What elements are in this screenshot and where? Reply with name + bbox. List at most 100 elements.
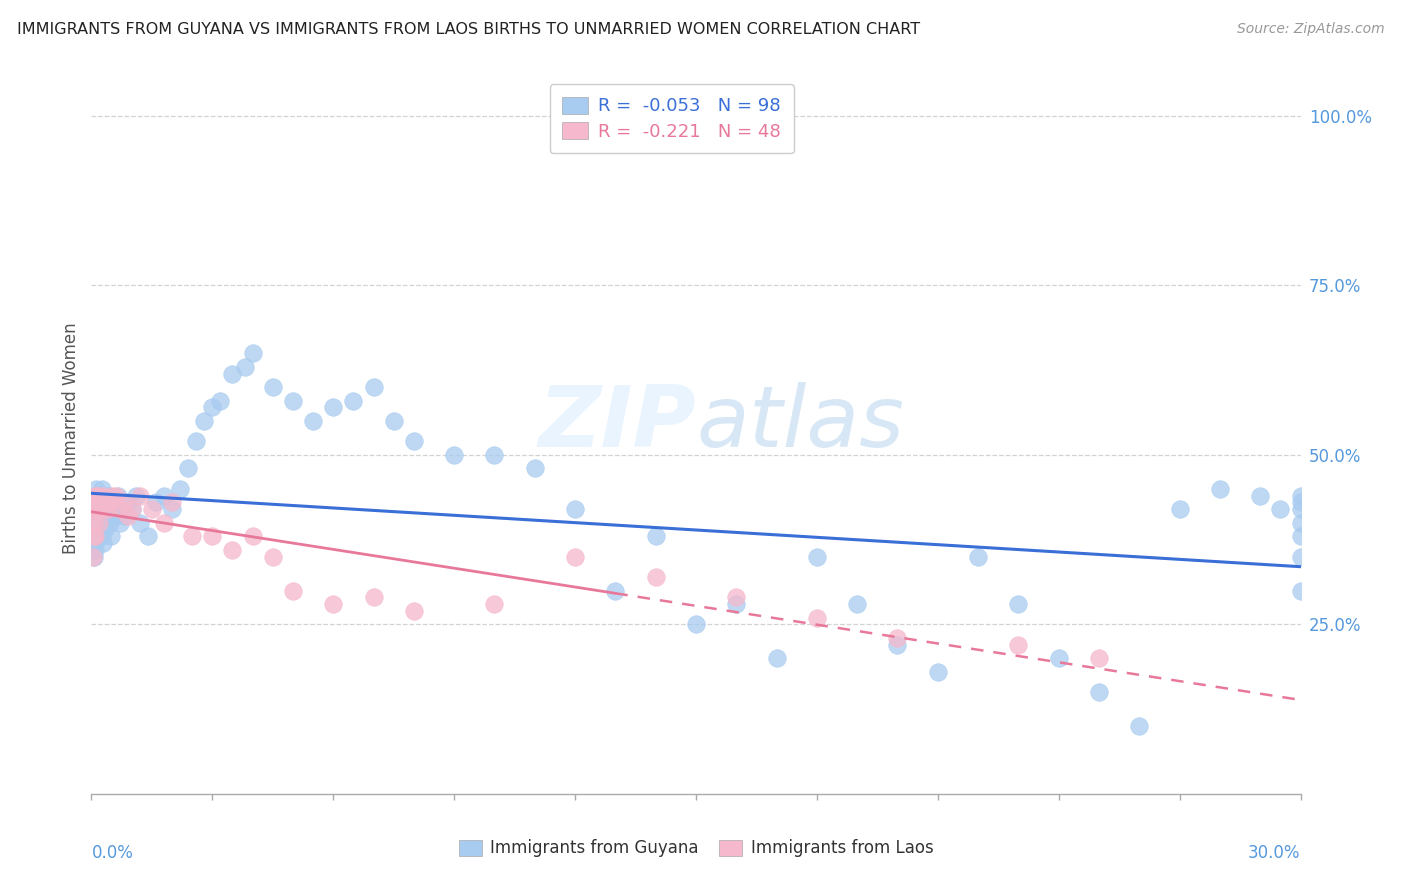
Point — [402, 434, 425, 449]
Point — [89, 523, 111, 537]
Point — [86, 495, 108, 509]
Point — [402, 604, 425, 618]
Point — [1128, 719, 1150, 733]
Point — [94, 523, 117, 537]
Point — [84, 495, 107, 509]
Point — [84, 482, 107, 496]
Point — [83, 549, 105, 564]
Point — [84, 529, 107, 543]
Point — [153, 489, 176, 503]
Point — [1270, 502, 1292, 516]
Point — [108, 502, 131, 516]
Point — [262, 380, 284, 394]
Point — [121, 502, 143, 516]
Point — [121, 502, 143, 516]
Point — [100, 495, 122, 509]
Point — [363, 380, 385, 394]
Point — [94, 495, 117, 509]
Point — [84, 502, 107, 516]
Point — [86, 516, 108, 530]
Point — [181, 529, 204, 543]
Point — [1249, 489, 1271, 503]
Point — [1289, 529, 1312, 543]
Point — [177, 461, 200, 475]
Point — [84, 529, 107, 543]
Point — [117, 495, 139, 509]
Point — [186, 434, 208, 449]
Point — [112, 495, 135, 509]
Point — [82, 516, 104, 530]
Point — [1289, 583, 1312, 598]
Point — [87, 489, 110, 503]
Point — [136, 529, 159, 543]
Point — [107, 489, 129, 503]
Point — [363, 591, 385, 605]
Point — [104, 502, 127, 516]
Point — [523, 461, 546, 475]
Point — [644, 570, 666, 584]
Point — [160, 495, 183, 509]
Point — [484, 448, 506, 462]
Point — [100, 489, 122, 503]
Point — [1289, 516, 1312, 530]
Point — [100, 529, 122, 543]
Point — [221, 542, 243, 557]
Point — [443, 448, 465, 462]
Point — [128, 516, 150, 530]
Point — [201, 401, 224, 415]
Point — [342, 393, 364, 408]
Text: atlas: atlas — [696, 383, 904, 466]
Point — [84, 502, 107, 516]
Point — [83, 508, 105, 523]
Point — [90, 502, 112, 516]
Point — [128, 489, 150, 503]
Point — [145, 495, 167, 509]
Point — [89, 502, 111, 516]
Point — [806, 549, 828, 564]
Point — [87, 489, 110, 503]
Point — [1289, 495, 1312, 509]
Point — [1007, 597, 1029, 611]
Point — [1289, 549, 1312, 564]
Point — [83, 516, 105, 530]
Point — [302, 414, 325, 428]
Point — [89, 495, 111, 509]
Point — [967, 549, 990, 564]
Point — [117, 508, 139, 523]
Point — [1289, 502, 1312, 516]
Point — [90, 489, 112, 503]
Text: ZIP: ZIP — [538, 383, 696, 466]
Text: Source: ZipAtlas.com: Source: ZipAtlas.com — [1237, 22, 1385, 37]
Point — [91, 482, 114, 496]
Point — [87, 516, 110, 530]
Point — [89, 495, 111, 509]
Point — [125, 489, 148, 503]
Point — [82, 549, 104, 564]
Point — [89, 516, 111, 530]
Point — [86, 489, 108, 503]
Point — [91, 489, 114, 503]
Point — [90, 508, 112, 523]
Point — [97, 502, 120, 516]
Point — [169, 482, 191, 496]
Point — [86, 489, 108, 503]
Point — [605, 583, 627, 598]
Point — [281, 393, 304, 408]
Point — [87, 502, 110, 516]
Point — [87, 502, 110, 516]
Point — [725, 591, 748, 605]
Point — [1088, 685, 1111, 699]
Point — [209, 393, 232, 408]
Point — [1088, 651, 1111, 665]
Point — [84, 529, 107, 543]
Point — [93, 536, 115, 550]
Point — [83, 502, 105, 516]
Point — [221, 367, 243, 381]
Point — [141, 502, 163, 516]
Point — [83, 536, 105, 550]
Point — [846, 597, 869, 611]
Point — [1168, 502, 1191, 516]
Point — [104, 489, 127, 503]
Point — [382, 414, 405, 428]
Point — [98, 516, 121, 530]
